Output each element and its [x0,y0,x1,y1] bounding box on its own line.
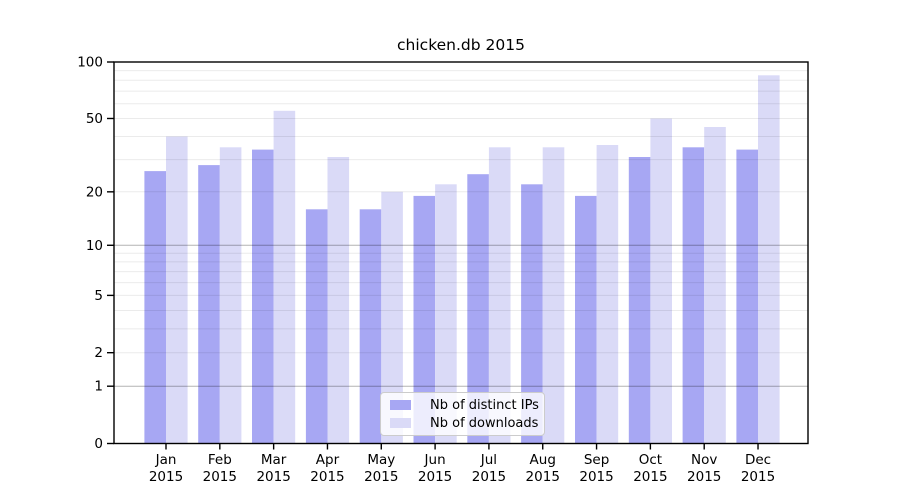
x-tick-label-year: 2015 [579,469,613,485]
x-tick-label-year: 2015 [203,469,237,485]
x-tick-label-month: Jan [155,452,177,468]
legend-label-downloads: Nb of downloads [430,415,539,431]
bar-downloads-dec [758,75,780,444]
bar-downloads-feb [219,147,242,444]
legend-item-downloads: Nb of downloads [387,416,538,431]
bar-distinct-ips-oct [628,157,651,444]
y-tick-label: 1 [94,379,103,395]
bar-distinct-ips-aug [521,184,543,444]
y-tick-label: 5 [94,288,103,304]
x-tick-label-year: 2015 [687,469,721,485]
x-tick-label-year: 2015 [364,469,398,485]
legend-item-distinct-ips: Nb of distinct IPs [387,397,539,413]
bar-distinct-ips-jun [413,195,436,444]
bar-downloads-may [381,191,403,444]
x-tick-label-month: Dec [745,452,771,468]
bars-group [144,75,780,444]
bar-distinct-ips-may [359,209,382,444]
x-tick-label-year: 2015 [526,469,560,485]
x-tick-label-year: 2015 [741,469,775,485]
y-tick-label: 20 [86,184,103,200]
chart-title: chicken.db 2015 [397,36,525,54]
x-tick-label-year: 2015 [418,469,452,485]
bar-downloads-mar [273,110,296,444]
bar-downloads-jun [435,184,457,444]
bar-distinct-ips-jan [144,171,166,444]
x-tick-label-year: 2015 [149,469,183,485]
x-tick-label-month: May [367,452,395,468]
legend: Nb of distinct IPs Nb of downloads [380,392,545,436]
bar-downloads-nov [704,127,726,444]
bar-downloads-jan [166,136,188,444]
bar-distinct-ips-mar [252,149,274,444]
x-tick-label-month: Oct [639,452,662,468]
bar-distinct-ips-nov [682,147,705,444]
x-tick-label-month: Sep [584,452,609,468]
y-tick-label: 100 [77,55,103,71]
legend-swatch-distinct-ips [390,400,411,410]
x-tick-label-month: Aug [530,452,556,468]
x-tick-label-month: Feb [208,452,232,468]
bar-distinct-ips-feb [198,165,220,444]
x-tick-label-year: 2015 [472,469,506,485]
y-tick-label: 0 [94,436,103,452]
y-tick-label: 10 [86,238,103,254]
legend-label-distinct-ips: Nb of distinct IPs [430,397,539,413]
y-tick-label: 2 [94,345,103,361]
bar-distinct-ips-jul [467,174,489,444]
bar-downloads-oct [650,118,672,444]
bar-downloads-jul [488,147,511,444]
x-tick-label-year: 2015 [633,469,667,485]
x-tick-label-month: Jun [424,452,446,468]
x-tick-label-month: Nov [691,452,717,468]
x-tick-label-month: Apr [316,452,340,468]
x-tick-label-year: 2015 [310,469,344,485]
bar-downloads-sep [596,145,619,444]
bar-downloads-aug [542,147,565,444]
bar-distinct-ips-dec [736,149,758,444]
x-axis: Jan2015Feb2015Mar2015Apr2015May2015Jun20… [149,443,775,485]
x-tick-label-year: 2015 [256,469,290,485]
bar-downloads-apr [327,157,350,444]
plot-box [113,61,809,445]
bar-distinct-ips-apr [305,209,328,444]
legend-swatch-downloads [390,418,411,428]
bar-distinct-ips-sep [575,195,597,444]
y-tick-label: 50 [86,111,103,127]
gridlines-group [114,70,808,387]
x-tick-label-month: Jul [480,452,497,468]
x-tick-label-month: Mar [261,452,287,468]
